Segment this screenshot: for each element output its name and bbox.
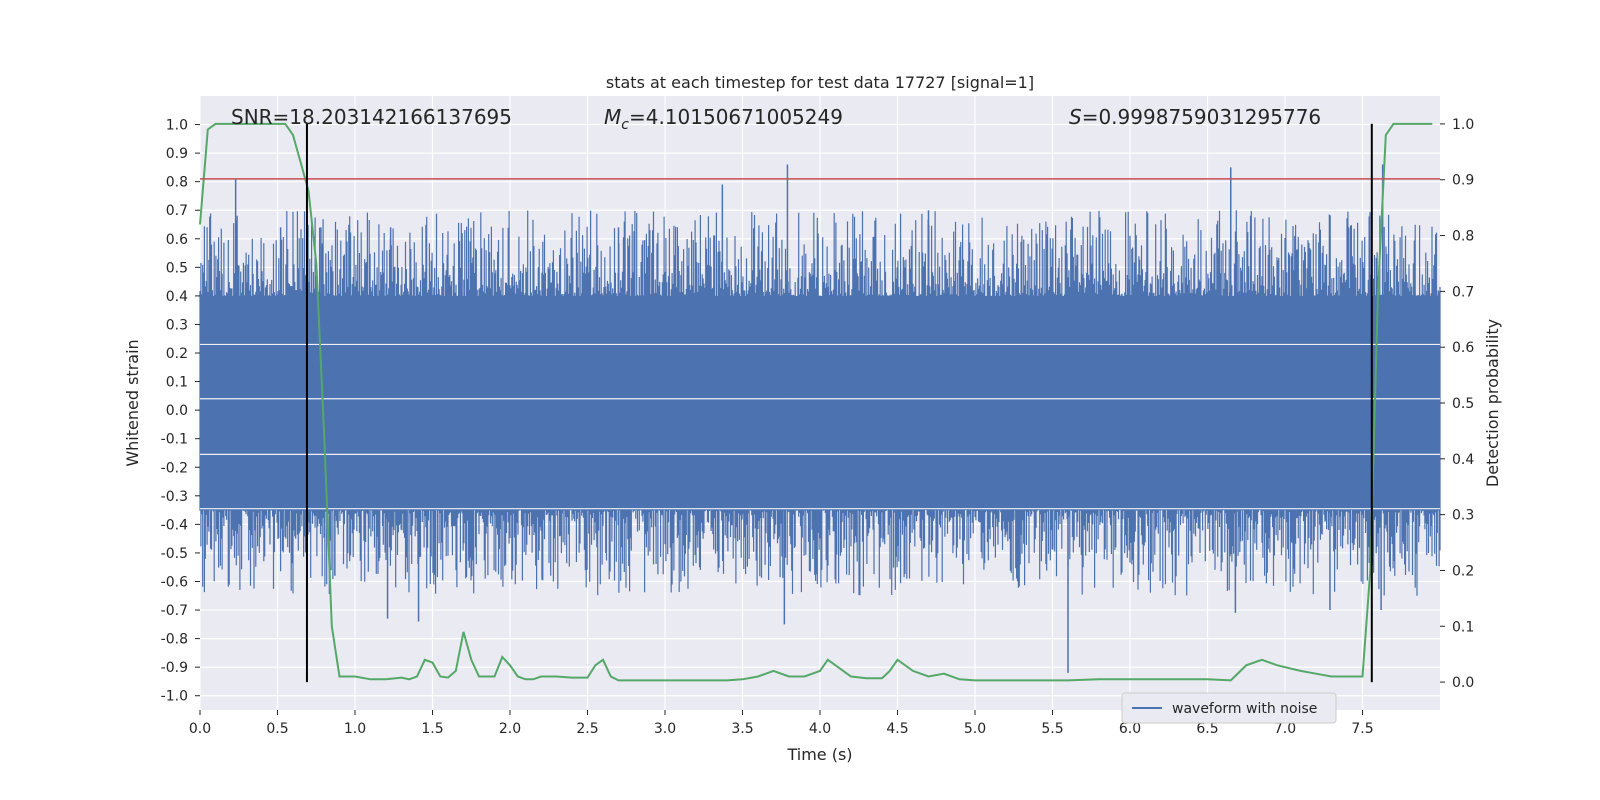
y-tick-label: 0.4 [166, 289, 188, 305]
x-tick-label: 1.5 [421, 721, 443, 737]
y-tick-label: 0.6 [166, 232, 188, 248]
y-tick-label: 0.2 [166, 346, 188, 362]
y-tick-label: 0.8 [166, 175, 188, 191]
score-annotation: S=0.9998759031295776 [1069, 105, 1321, 129]
x-tick-label: 3.0 [654, 721, 676, 737]
x-tick-label: 2.0 [499, 721, 521, 737]
y-tick-label: -0.6 [161, 574, 188, 590]
x-tick-label: 4.0 [809, 721, 831, 737]
x-tick-label: 6.5 [1196, 721, 1218, 737]
y2-tick-label: 0.4 [1452, 452, 1474, 468]
y-tick-label: -0.1 [161, 432, 188, 448]
legend-box [1121, 692, 1337, 724]
probability-line [199, 122, 1433, 682]
legend-label: waveform with noise [1172, 701, 1317, 717]
y-tick-label: 0.3 [166, 317, 188, 333]
y-tick-label: -0.5 [161, 546, 188, 562]
y2-tick-label: 0.3 [1452, 508, 1474, 524]
ticks: 0.0 0.5 1.0 1.5 2.0 2.5 3.0 3.5 4.0 4.5 5.0 5.5 6.0 6… [161, 117, 1475, 737]
y-tick-label: -0.3 [161, 489, 188, 505]
x-tick-label: 6.0 [1119, 721, 1141, 737]
y-tick-label: -0.7 [161, 603, 188, 619]
y-tick-label: 1.0 [166, 118, 188, 134]
x-tick-label: 7.5 [1351, 721, 1373, 737]
y2-tick-label: 0.6 [1452, 340, 1474, 356]
y-tick-label: -0.4 [161, 517, 188, 533]
x-tick-label: 7.0 [1274, 721, 1296, 737]
x-tick-label: 0.5 [266, 721, 288, 737]
y2-tick-label: 0.0 [1452, 675, 1474, 691]
x-axis-label: Time (s) [786, 745, 852, 764]
y-tick-label: -0.8 [161, 632, 188, 648]
probability-series [199, 122, 1433, 682]
y2-tick-label: 0.7 [1452, 284, 1474, 300]
chart-title: stats at each timestep for test data 177… [606, 73, 1034, 92]
y-axis-label: Whitened strain [123, 339, 142, 466]
y-tick-label: 0.7 [166, 203, 188, 219]
y-tick-label: -1.0 [161, 689, 188, 705]
y-tick-label: -0.2 [161, 460, 188, 476]
y2-tick-label: 0.9 [1452, 173, 1474, 189]
y-tick-label: 0.5 [166, 260, 188, 276]
y-tick-label: 0.0 [166, 403, 188, 419]
x-tick-label: 2.5 [576, 721, 598, 737]
x-tick-label: 5.5 [1041, 721, 1063, 737]
chirp-mass-annotation: Mc=4.10150671005249 [604, 105, 843, 133]
y2-tick-label: 0.5 [1452, 396, 1474, 412]
waveform-core [200, 310, 1440, 496]
y-tick-label: 0.9 [166, 146, 188, 162]
waveform-series [199, 164, 1441, 673]
y2-tick-label: 1.0 [1452, 117, 1474, 133]
y-tick-label: 0.1 [166, 375, 188, 391]
y2-tick-label: 0.8 [1452, 229, 1474, 245]
y2-tick-label: 0.2 [1452, 563, 1474, 579]
legend: waveform with noise [1121, 692, 1337, 724]
x-tick-label: 0.0 [189, 721, 211, 737]
y2-tick-label: 0.1 [1452, 619, 1474, 635]
reference-lines [200, 123, 1440, 683]
x-tick-label: 5.0 [964, 721, 986, 737]
y-tick-label: -0.9 [161, 660, 188, 676]
snr-annotation: SNR=18.203142166137695 [231, 105, 512, 129]
x-tick-label: 4.5 [886, 721, 908, 737]
y2-axis-label: Detection probability [1483, 319, 1502, 487]
x-tick-label: 1.0 [344, 721, 366, 737]
x-tick-label: 3.5 [731, 721, 753, 737]
